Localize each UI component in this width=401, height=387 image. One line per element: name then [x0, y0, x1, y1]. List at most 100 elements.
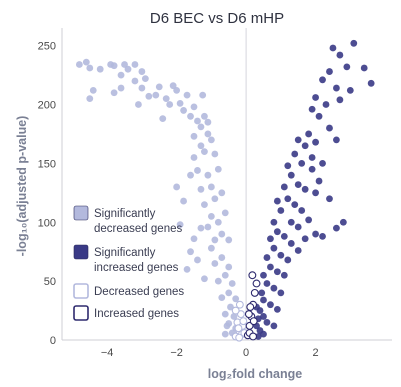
data-point	[145, 92, 153, 100]
data-point	[287, 240, 295, 247]
data-point	[173, 183, 181, 191]
data-point	[308, 165, 316, 173]
data-point	[218, 189, 226, 197]
data-point	[225, 236, 233, 244]
data-point	[204, 171, 212, 179]
data-point	[244, 310, 253, 319]
data-point	[249, 317, 258, 326]
data-point	[207, 244, 215, 252]
data-point	[86, 64, 94, 72]
data-point	[239, 317, 248, 326]
data-point	[322, 101, 330, 108]
data-point	[326, 68, 333, 75]
data-point	[187, 112, 194, 120]
data-point	[315, 112, 323, 120]
data-point	[250, 288, 259, 297]
data-point	[284, 195, 292, 203]
legend-label: decreased genes	[94, 223, 182, 235]
data-point	[270, 218, 278, 226]
data-point	[197, 224, 205, 232]
x-axis-title: log₂fold change	[208, 367, 302, 381]
data-point	[221, 310, 229, 318]
legend-swatch	[73, 244, 89, 260]
data-point	[187, 248, 194, 256]
data-point	[294, 247, 302, 254]
y-tick-label: 250	[38, 41, 56, 53]
legend-item: Increased genes	[73, 305, 179, 321]
data-point	[190, 154, 198, 161]
data-point	[180, 107, 187, 114]
data-point	[267, 263, 274, 271]
data-point	[204, 223, 212, 231]
data-point	[312, 189, 319, 197]
data-point	[346, 87, 354, 94]
data-point	[270, 322, 278, 330]
legend-label: increased genes	[94, 262, 179, 274]
data-point	[214, 277, 222, 285]
data-point	[305, 130, 313, 138]
data-point	[301, 185, 309, 193]
data-point	[117, 71, 125, 79]
data-point	[246, 303, 255, 311]
x-tick-label: −2	[170, 347, 183, 359]
data-point	[326, 195, 333, 203]
data-point	[305, 216, 313, 224]
data-point	[194, 256, 201, 264]
data-point	[207, 136, 215, 144]
data-point	[301, 142, 309, 150]
data-point	[110, 62, 118, 70]
x-tick-label: 0	[243, 347, 249, 359]
data-point	[273, 305, 281, 313]
data-point	[350, 39, 358, 47]
legend-label: Increased genes	[94, 308, 179, 320]
data-point	[360, 64, 368, 72]
data-point	[110, 89, 118, 97]
data-point	[329, 44, 337, 52]
data-point	[131, 61, 139, 68]
data-point	[333, 224, 340, 232]
data-point	[201, 275, 208, 283]
y-tick-label: 0	[50, 335, 56, 347]
x-tick-label: −4	[101, 347, 114, 359]
data-point	[96, 65, 104, 73]
data-point	[263, 280, 271, 287]
data-point	[280, 271, 288, 279]
data-point	[319, 76, 326, 84]
data-point	[333, 84, 340, 92]
data-point	[273, 228, 281, 236]
y-tick-label: 100	[38, 217, 56, 229]
data-point	[82, 58, 90, 66]
data-point	[270, 244, 278, 252]
data-point	[260, 330, 267, 338]
data-point	[312, 94, 319, 101]
data-point	[124, 65, 132, 73]
data-point	[225, 289, 233, 297]
data-point	[260, 296, 267, 304]
data-point	[204, 118, 212, 126]
data-point	[218, 254, 226, 261]
data-point	[218, 294, 226, 302]
legend-item: Decreased genes	[73, 283, 184, 299]
data-point	[194, 167, 201, 174]
data-point	[343, 63, 351, 71]
data-point	[159, 115, 167, 123]
data-point	[190, 235, 198, 243]
data-point	[221, 330, 229, 338]
series-increased-genes	[243, 271, 261, 341]
data-point	[121, 61, 128, 68]
data-point	[232, 295, 240, 303]
data-point	[138, 84, 146, 92]
data-point	[155, 83, 163, 91]
data-point	[214, 165, 222, 173]
y-tick-label: 50	[44, 276, 56, 288]
data-point	[252, 279, 261, 288]
data-point	[211, 150, 219, 158]
data-point	[319, 159, 326, 167]
data-point	[230, 313, 238, 320]
data-point	[201, 112, 208, 120]
data-point	[326, 124, 333, 132]
data-point	[249, 332, 258, 341]
data-point	[194, 117, 201, 125]
